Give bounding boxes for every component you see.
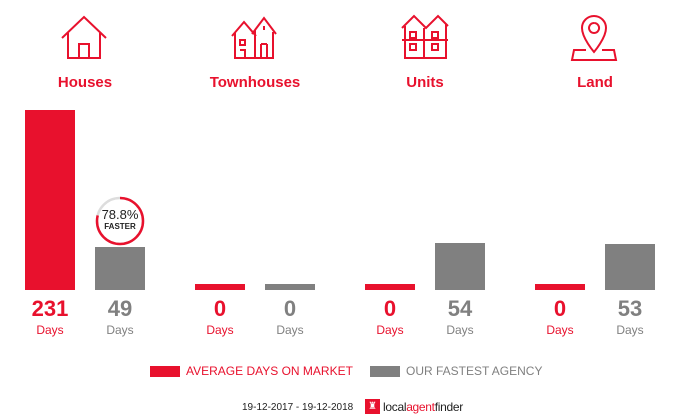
logo: ♜ localagentfinder [365,399,463,414]
days-label: Days [276,323,304,337]
value-label: 49 [107,296,133,321]
bar-units-fastest [435,243,485,290]
category-houses: Houses [15,0,155,91]
faster-percent: 78.8% [101,207,139,222]
value-label: 231 [31,296,69,321]
date-range: 19-12-2017 - 19-12-2018 [242,402,354,413]
value-label: 0 [553,296,567,321]
land-pin-icon [570,14,618,61]
bar-units-average [365,284,415,290]
value-label: 0 [213,296,227,321]
bar-land-average [535,284,585,290]
faster-badge: 78.8% FASTER [94,195,146,247]
value-label: 0 [283,296,297,321]
days-label: Days [376,323,404,337]
category-land: Land [525,0,665,91]
bar-houses-average [25,110,75,290]
bar-land-fastest [605,244,655,290]
logo-text: localagentfinder [383,399,463,414]
value-label: 53 [617,296,643,321]
bar-townhouses-average [195,284,245,290]
days-label: Days [106,323,134,337]
faster-ring [95,196,145,246]
legend-label-fastest: OUR FASTEST AGENCY [406,364,543,378]
townhouse-icon [231,16,277,59]
category-units: Units [355,0,495,91]
legend-average: AVERAGE DAYS ON MARKET [150,364,353,378]
days-label: Days [616,323,644,337]
house-icon [61,15,107,59]
legend-swatch-average [150,365,180,377]
legend-label-average: AVERAGE DAYS ON MARKET [186,364,353,378]
category-label: Houses [57,74,113,91]
category-label: Land [577,74,613,91]
value-label: 54 [447,296,473,321]
units-icon [401,14,449,59]
faster-text: FASTER [104,222,136,231]
days-label: Days [206,323,234,337]
bar-houses-fastest [95,247,145,290]
logo-icon: ♜ [365,399,380,414]
days-label: Days [36,323,64,337]
value-label: 0 [383,296,397,321]
bar-townhouses-fastest [265,284,315,290]
legend-fastest: OUR FASTEST AGENCY [370,364,542,378]
days-label: Days [446,323,474,337]
days-label: Days [546,323,574,337]
category-townhouses: Townhouses [185,0,325,91]
legend-swatch-fastest [370,365,400,377]
category-label: Townhouses [209,74,301,91]
category-label: Units [406,74,444,91]
